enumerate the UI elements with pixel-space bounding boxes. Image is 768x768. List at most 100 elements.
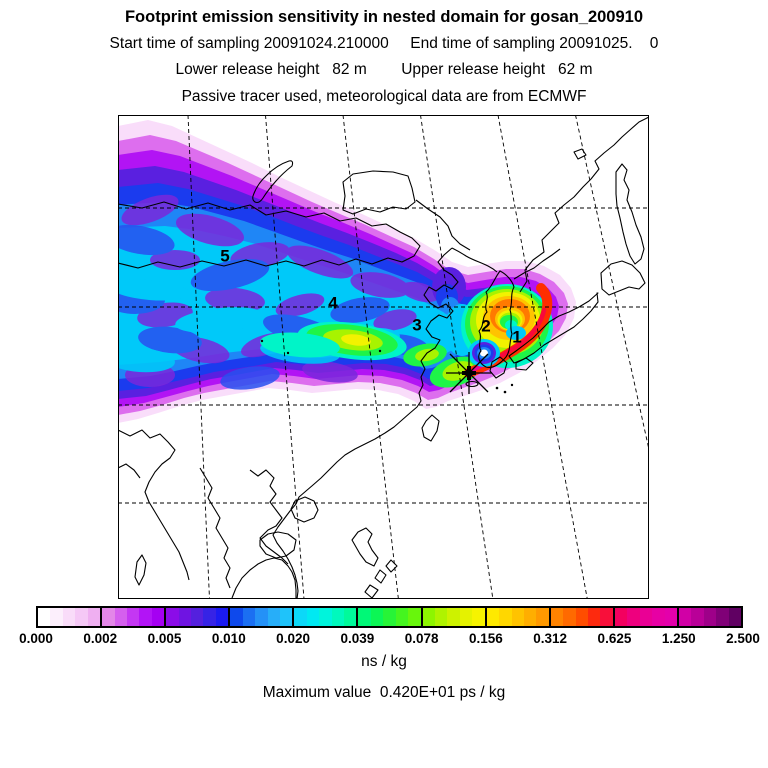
trajectory-day-labels: 1 2 3 4 5 [220, 247, 521, 347]
colorbar-tick-2.500: 2.500 [726, 631, 760, 646]
max-value-line: Maximum value 0.420E+01 ps / kg [262, 684, 506, 701]
tracer-meteo-line: Passive tracer used, meteorological data… [181, 88, 587, 105]
colorbar-cell [691, 608, 704, 626]
cambodia-border [259, 531, 297, 559]
colorbar-cell [178, 608, 192, 626]
amur-border [415, 199, 471, 251]
colorbar-cell [728, 608, 742, 626]
colorbar-cell [422, 608, 435, 626]
trajectory-label-5: 5 [220, 247, 229, 266]
colorbar-cell [716, 608, 729, 626]
colorbar-cell [255, 608, 268, 626]
colorbar-cell [627, 608, 640, 626]
colorbar-cell [344, 608, 357, 626]
colorbar-cell [114, 608, 127, 626]
trajectory-label-1: 1 [512, 328, 521, 347]
colorbar [36, 606, 743, 628]
colorbar-tick-0.039: 0.039 [340, 631, 375, 646]
plume-eye [468, 339, 500, 367]
shikoku-island [515, 357, 534, 371]
bangladesh-border [118, 463, 141, 479]
colorbar-cell [588, 608, 601, 626]
colorbar-cell [102, 608, 115, 626]
myanmar-thailand-border [199, 467, 231, 589]
trajectory-label-3: 3 [412, 316, 421, 335]
mongolia-border [118, 201, 421, 269]
yalu-border [451, 247, 498, 273]
colorbar-cell [395, 608, 409, 626]
colorbar-cell [75, 608, 88, 626]
luzon-island [351, 527, 379, 567]
colorbar-cell [511, 608, 524, 626]
colorbar-cell [472, 608, 485, 626]
korea-peninsula [478, 270, 515, 368]
colorbar-segment-7 [484, 608, 549, 626]
colorbar-cell [370, 608, 384, 626]
colorbar-unit: ns / kg [361, 653, 407, 670]
colorbar-cell [62, 608, 76, 626]
colorbar-cell [639, 608, 653, 626]
colorbar-cell [151, 608, 165, 626]
trajectory-label-4: 4 [328, 294, 338, 313]
vladivostok-coast [513, 248, 561, 280]
colorbar-tick-1.250: 1.250 [661, 631, 696, 646]
hokkaido-island [600, 260, 646, 296]
colorbar-cell [563, 608, 576, 626]
colorbar-cell [319, 608, 332, 626]
colorbar-cell [459, 608, 473, 626]
colorbar-cell [87, 608, 101, 626]
kyushu-island [489, 356, 508, 379]
west-island [134, 554, 147, 586]
small-lake [573, 148, 587, 160]
china-coast [295, 247, 459, 505]
sampling-time-line: Start time of sampling 20091024.210000 E… [109, 35, 659, 52]
colorbar-segment-5 [356, 608, 421, 626]
colorbar-cell [279, 608, 293, 626]
colorbar-segment-8 [548, 608, 613, 626]
jeju-island [465, 380, 479, 388]
colorbar-segment-1 [100, 608, 165, 626]
colorbar-tick-0.000: 0.000 [19, 631, 53, 646]
colorbar-cell [306, 608, 320, 626]
colorbar-cell [499, 608, 512, 626]
colorbar-cell [383, 608, 396, 626]
colorbar-cell [652, 608, 665, 626]
trajectory-label-2: 2 [481, 317, 490, 336]
colorbar-cell [703, 608, 717, 626]
colorbar-cell [434, 608, 448, 626]
colorbar-tick-0.625: 0.625 [597, 631, 632, 646]
coastlines [118, 116, 649, 599]
colorbar-tick-0.002: 0.002 [83, 631, 118, 646]
colorbar-tick-0.005: 0.005 [147, 631, 182, 646]
hainan-island [290, 496, 319, 523]
gulf-of-thailand-coast [231, 557, 297, 599]
colorbar-segment-3 [228, 608, 293, 626]
philippine-islets [364, 559, 398, 599]
colorbar-segment-4 [292, 608, 357, 626]
release-height-line: Lower release height 82 m Upper release … [175, 61, 593, 78]
colorbar-cell [536, 608, 549, 626]
colorbar-cell [358, 608, 371, 626]
colorbar-cell [523, 608, 537, 626]
colorbar-tick-0.010: 0.010 [211, 631, 246, 646]
colorbar-cell [139, 608, 152, 626]
colorbar-tick-0.156: 0.156 [469, 631, 503, 646]
colorbar-cell [614, 608, 628, 626]
colorbar-segment-9 [612, 608, 677, 626]
colorbar-cell [447, 608, 460, 626]
colorbar-cell [166, 608, 179, 626]
colorbar-cell [215, 608, 229, 626]
colorbar-cell [50, 608, 63, 626]
colorbar-cell [294, 608, 307, 626]
colorbar-tick-0.020: 0.020 [276, 631, 310, 646]
india-myanmar-border [118, 429, 190, 581]
lake-baikal [252, 160, 294, 204]
sakhalin-island [615, 163, 645, 265]
manchuria-border [342, 170, 416, 215]
colorbar-cell [191, 608, 204, 626]
colorbar-tick-0.312: 0.312 [533, 631, 568, 646]
colorbar-cell [575, 608, 589, 626]
colorbar-cell [242, 608, 256, 626]
small-islets [260, 339, 514, 394]
